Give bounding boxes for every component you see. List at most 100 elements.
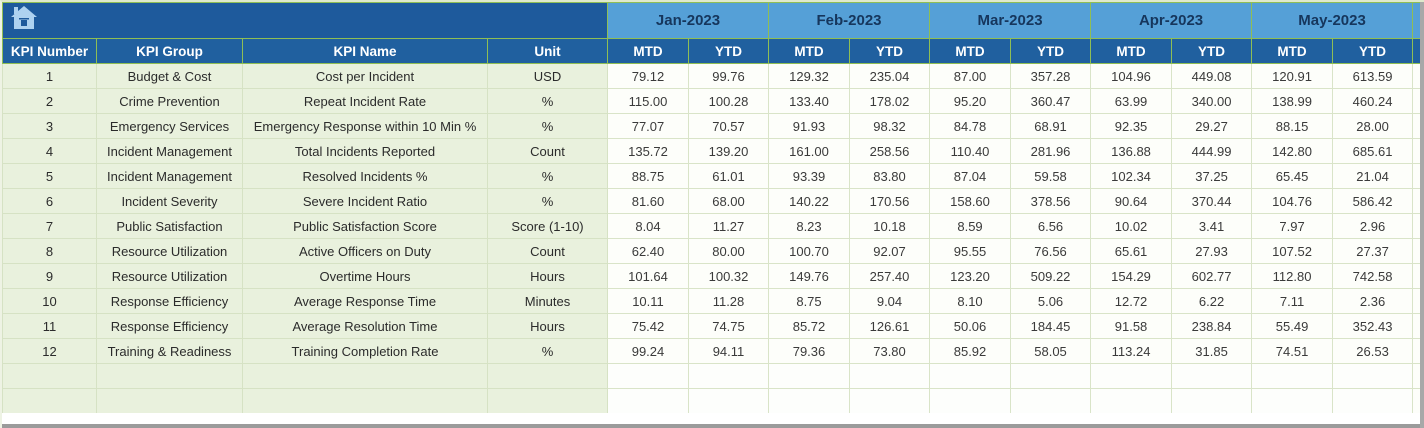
- kpi-number-cell[interactable]: 9: [2, 263, 97, 289]
- month-header-may[interactable]: May-2023: [1251, 2, 1414, 39]
- mtd-value-cell[interactable]: 75.42: [607, 313, 689, 339]
- mtd-value-cell[interactable]: 7.97: [1251, 213, 1334, 239]
- empty-label-cell[interactable]: [96, 363, 243, 389]
- mtd-value-cell[interactable]: 10.11: [607, 288, 689, 314]
- mtd-value-cell[interactable]: 129.32: [768, 63, 850, 89]
- ytd-value-cell[interactable]: 59.58: [1010, 163, 1092, 189]
- unit-cell[interactable]: %: [487, 163, 608, 189]
- mtd-value-cell[interactable]: 95.20: [929, 88, 1012, 114]
- ytd-value-cell[interactable]: 370.44: [1171, 188, 1253, 214]
- mtd-value-cell[interactable]: 149.76: [768, 263, 850, 289]
- ytd-value-cell[interactable]: 238.84: [1171, 313, 1253, 339]
- ytd-value-cell[interactable]: 257.40: [848, 263, 931, 289]
- unit-cell[interactable]: Hours: [487, 313, 608, 339]
- empty-value-cell[interactable]: [1090, 363, 1173, 389]
- ytd-value-cell[interactable]: 340.00: [1171, 88, 1253, 114]
- ytd-value-cell[interactable]: 5.06: [1010, 288, 1092, 314]
- ytd-value-cell[interactable]: 27.93: [1171, 238, 1253, 264]
- mtd-value-cell[interactable]: 65.45: [1251, 163, 1334, 189]
- empty-value-cell[interactable]: [688, 388, 769, 414]
- mtd-value-cell[interactable]: 135.72: [607, 138, 689, 164]
- ytd-value-cell[interactable]: 613.59: [1332, 63, 1414, 89]
- ytd-value-cell[interactable]: 10.18: [848, 213, 931, 239]
- mtd-value-cell[interactable]: 161.00: [768, 138, 850, 164]
- mtd-value-cell[interactable]: 110.40: [929, 138, 1012, 164]
- mtd-value-cell[interactable]: 107.52: [1251, 238, 1334, 264]
- mtd-value-cell[interactable]: 84.78: [929, 113, 1012, 139]
- home-button[interactable]: [10, 4, 38, 32]
- kpi-name-cell[interactable]: Average Response Time: [242, 288, 488, 314]
- empty-label-cell[interactable]: [242, 388, 488, 414]
- kpi-group-cell[interactable]: Response Efficiency: [96, 313, 243, 339]
- ytd-value-cell[interactable]: 2.36: [1332, 288, 1414, 314]
- ytd-value-cell[interactable]: 6.56: [1010, 213, 1092, 239]
- kpi-number-cell[interactable]: 6: [2, 188, 97, 214]
- empty-value-cell[interactable]: [607, 388, 689, 414]
- ytd-value-cell[interactable]: 378.56: [1010, 188, 1092, 214]
- ytd-value-cell[interactable]: 357.28: [1010, 63, 1092, 89]
- empty-label-cell[interactable]: [487, 388, 608, 414]
- empty-value-cell[interactable]: [768, 388, 850, 414]
- ytd-value-cell[interactable]: 29.27: [1171, 113, 1253, 139]
- subheader-mtd[interactable]: MTD: [607, 38, 689, 64]
- ytd-value-cell[interactable]: 83.80: [848, 163, 931, 189]
- mtd-value-cell[interactable]: 8.59: [929, 213, 1012, 239]
- ytd-value-cell[interactable]: 460.24: [1332, 88, 1414, 114]
- mtd-value-cell[interactable]: 158.60: [929, 188, 1012, 214]
- ytd-value-cell[interactable]: 37.25: [1171, 163, 1253, 189]
- mtd-value-cell[interactable]: 113.24: [1090, 338, 1173, 364]
- ytd-value-cell[interactable]: 11.28: [688, 288, 769, 314]
- mtd-value-cell[interactable]: 120.91: [1251, 63, 1334, 89]
- month-header-jan[interactable]: Jan-2023: [607, 2, 769, 39]
- ytd-value-cell[interactable]: 76.56: [1010, 238, 1092, 264]
- empty-label-cell[interactable]: [487, 363, 608, 389]
- ytd-value-cell[interactable]: 98.32: [848, 113, 931, 139]
- kpi-group-cell[interactable]: Incident Severity: [96, 188, 243, 214]
- mtd-value-cell[interactable]: 85.92: [929, 338, 1012, 364]
- ytd-value-cell[interactable]: 509.22: [1010, 263, 1092, 289]
- kpi-name-cell[interactable]: Severe Incident Ratio: [242, 188, 488, 214]
- ytd-value-cell[interactable]: 3.41: [1171, 213, 1253, 239]
- ytd-value-cell[interactable]: 685.61: [1332, 138, 1414, 164]
- month-header-feb[interactable]: Feb-2023: [767, 2, 931, 39]
- kpi-group-cell[interactable]: Incident Management: [96, 163, 243, 189]
- empty-value-cell[interactable]: [1010, 388, 1092, 414]
- empty-value-cell[interactable]: [929, 363, 1012, 389]
- mtd-value-cell[interactable]: 74.51: [1251, 338, 1334, 364]
- ytd-value-cell[interactable]: 281.96: [1010, 138, 1092, 164]
- ytd-value-cell[interactable]: 100.32: [688, 263, 769, 289]
- month-header-apr[interactable]: Apr-2023: [1090, 2, 1253, 39]
- mtd-value-cell[interactable]: 140.22: [768, 188, 850, 214]
- mtd-value-cell[interactable]: 92.35: [1090, 113, 1173, 139]
- mtd-value-cell[interactable]: 99.24: [607, 338, 689, 364]
- ytd-value-cell[interactable]: 444.99: [1171, 138, 1253, 164]
- kpi-number-cell[interactable]: 7: [2, 213, 97, 239]
- ytd-value-cell[interactable]: 92.07: [848, 238, 931, 264]
- mtd-value-cell[interactable]: 93.39: [768, 163, 850, 189]
- ytd-value-cell[interactable]: 9.04: [848, 288, 931, 314]
- empty-value-cell[interactable]: [1171, 363, 1253, 389]
- kpi-number-cell[interactable]: 12: [2, 338, 97, 364]
- ytd-value-cell[interactable]: 2.96: [1332, 213, 1414, 239]
- kpi-number-cell[interactable]: 2: [2, 88, 97, 114]
- ytd-value-cell[interactable]: 235.04: [848, 63, 931, 89]
- empty-value-cell[interactable]: [848, 363, 931, 389]
- unit-cell[interactable]: %: [487, 88, 608, 114]
- mtd-value-cell[interactable]: 12.72: [1090, 288, 1173, 314]
- unit-cell[interactable]: Count: [487, 138, 608, 164]
- mtd-value-cell[interactable]: 91.93: [768, 113, 850, 139]
- kpi-group-cell[interactable]: Budget & Cost: [96, 63, 243, 89]
- mtd-value-cell[interactable]: 102.34: [1090, 163, 1173, 189]
- mtd-value-cell[interactable]: 101.64: [607, 263, 689, 289]
- kpi-name-cell[interactable]: Repeat Incident Rate: [242, 88, 488, 114]
- mtd-value-cell[interactable]: 115.00: [607, 88, 689, 114]
- ytd-value-cell[interactable]: 170.56: [848, 188, 931, 214]
- ytd-value-cell[interactable]: 258.56: [848, 138, 931, 164]
- ytd-value-cell[interactable]: 80.00: [688, 238, 769, 264]
- kpi-group-cell[interactable]: Emergency Services: [96, 113, 243, 139]
- empty-value-cell[interactable]: [848, 388, 931, 414]
- ytd-value-cell[interactable]: 742.58: [1332, 263, 1414, 289]
- kpi-number-cell[interactable]: 5: [2, 163, 97, 189]
- kpi-number-cell[interactable]: 11: [2, 313, 97, 339]
- kpi-group-cell[interactable]: Response Efficiency: [96, 288, 243, 314]
